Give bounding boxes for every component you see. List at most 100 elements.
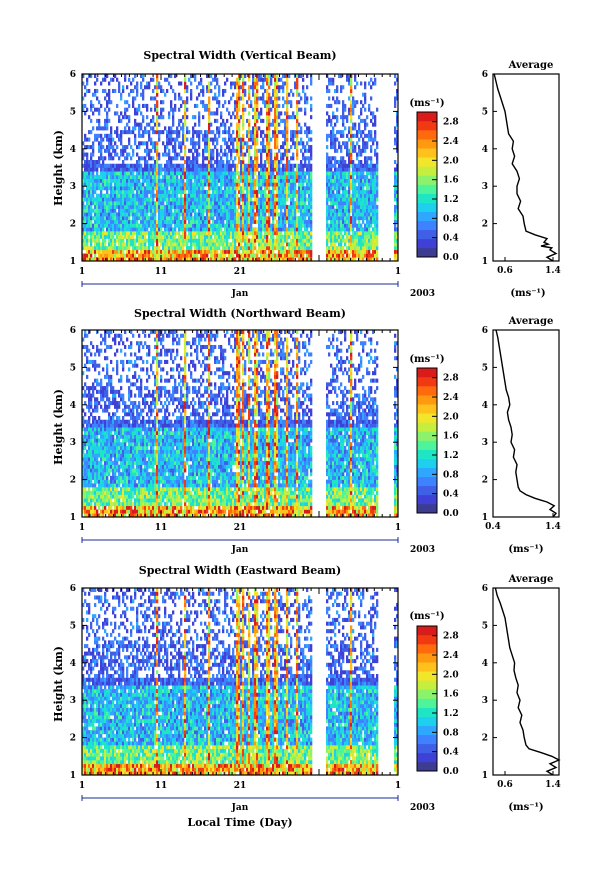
heatmap-cell	[90, 178, 93, 183]
heatmap-cell	[114, 253, 117, 258]
heatmap-cell	[124, 74, 127, 79]
heatmap-cell	[150, 148, 153, 153]
heatmap-cell	[92, 160, 95, 165]
heatmap-cell	[326, 231, 329, 236]
heatmap-cell	[138, 223, 141, 228]
heatmap-cell	[234, 156, 237, 161]
heatmap-cell	[354, 103, 357, 108]
heatmap-cell	[196, 133, 199, 138]
heatmap-cell	[334, 167, 337, 172]
heatmap-cell	[84, 137, 87, 142]
heatmap-cell	[276, 223, 279, 228]
heatmap-cell	[304, 171, 307, 176]
heatmap-cell	[350, 246, 353, 251]
heatmap-cell	[300, 96, 303, 101]
heatmap-cell	[198, 133, 201, 138]
heatmap-cell	[182, 171, 185, 176]
heatmap-cell	[116, 197, 119, 202]
heatmap-cell	[170, 126, 173, 131]
heatmap-cell	[298, 122, 301, 127]
heatmap-cell	[256, 231, 259, 236]
heatmap-cell	[176, 212, 179, 217]
heatmap-cell	[240, 96, 243, 101]
heatmap-cell	[368, 231, 371, 236]
heatmap-cell	[268, 160, 271, 165]
heatmap-cell	[208, 148, 211, 153]
heatmap-cell	[192, 163, 195, 168]
heatmap-cell	[116, 219, 119, 224]
heatmap-cell	[342, 141, 345, 146]
heatmap-cell	[110, 156, 113, 161]
heatmap-cell	[218, 152, 221, 157]
heatmap-cell	[216, 77, 219, 82]
heatmap-cell	[132, 96, 135, 101]
heatmap-cell	[168, 246, 171, 251]
heatmap-cell	[264, 182, 267, 187]
heatmap-cell	[272, 178, 275, 183]
heatmap-cell	[194, 163, 197, 168]
heatmap-cell	[94, 186, 97, 191]
heatmap-cell	[274, 238, 277, 243]
heatmap-cell	[136, 197, 139, 202]
heatmap-cell	[144, 174, 147, 180]
heatmap-cell	[98, 163, 101, 168]
heatmap-cell	[164, 238, 167, 243]
heatmap-cell	[284, 182, 287, 187]
heatmap-cell	[374, 118, 377, 123]
heatmap-cell	[202, 100, 205, 105]
heatmap-cell	[218, 163, 221, 168]
heatmap-cell	[138, 253, 141, 258]
heatmap-cell	[350, 88, 353, 93]
heatmap-cell	[184, 81, 187, 86]
heatmap-cell	[270, 189, 273, 194]
heatmap-cell	[342, 100, 345, 105]
heatmap-cell	[232, 130, 235, 135]
heatmap-cell	[274, 197, 277, 202]
heatmap-cell	[218, 167, 221, 172]
heatmap-cell	[186, 246, 189, 251]
heatmap-cell	[234, 197, 237, 202]
heatmap-cell	[146, 182, 149, 187]
heatmap-cell	[302, 249, 305, 254]
heatmap-cell	[150, 234, 153, 239]
heatmap-cell	[158, 182, 161, 187]
heatmap-cell	[268, 212, 271, 217]
heatmap-cell	[114, 174, 117, 180]
heatmap-cell	[150, 167, 153, 172]
heatmap-cell	[338, 163, 341, 168]
heatmap-cell	[248, 96, 251, 101]
heatmap-cell	[272, 204, 275, 209]
heatmap-cell	[266, 174, 269, 180]
heatmap-cell	[240, 227, 243, 232]
heatmap-cell	[206, 231, 209, 236]
heatmap-cell	[132, 189, 135, 194]
heatmap-cell	[292, 231, 295, 236]
heatmap-cell	[180, 118, 183, 123]
heatmap-cell	[106, 115, 109, 120]
heatmap-cell	[158, 246, 161, 251]
heatmap-cell	[360, 249, 363, 254]
heatmap-cell	[374, 238, 377, 243]
heatmap-cell	[362, 171, 365, 176]
heatmap-cell	[218, 216, 221, 221]
heatmap-cell	[166, 186, 169, 191]
heatmap-cell	[348, 156, 351, 161]
heatmap-cell	[202, 152, 205, 157]
heatmap-cell	[366, 133, 369, 138]
heatmap-cell	[94, 204, 97, 209]
heatmap-cell	[254, 238, 257, 243]
heatmap-cell	[266, 234, 269, 239]
heatmap-cell	[346, 219, 349, 224]
heatmap-cell	[198, 141, 201, 146]
heatmap-cell	[310, 234, 313, 239]
heatmap-cell	[94, 208, 97, 213]
heatmap-cell	[222, 118, 225, 123]
heatmap-cell	[242, 81, 245, 86]
heatmap-cell	[166, 231, 169, 236]
heatmap-cell	[364, 204, 367, 209]
heatmap-cell	[310, 171, 313, 176]
heatmap-cell	[230, 182, 233, 187]
heatmap-cell	[148, 171, 151, 176]
heatmap-cell	[272, 122, 275, 127]
heatmap-cell	[180, 219, 183, 224]
